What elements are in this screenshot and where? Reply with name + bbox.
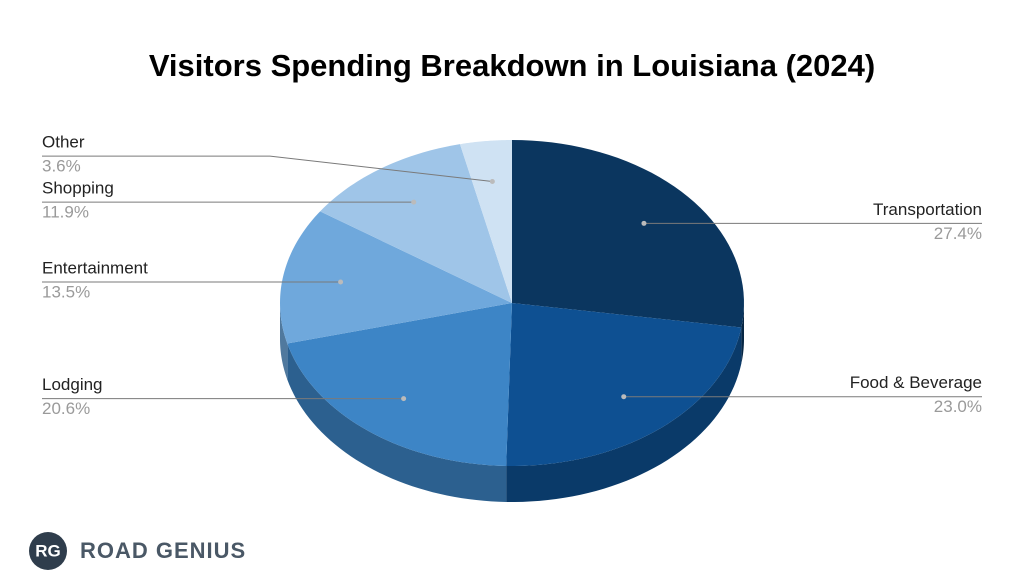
- slice-label: Transportation: [873, 200, 982, 219]
- slice: [280, 211, 512, 344]
- chart-title: Visitors Spending Breakdown in Louisiana…: [149, 48, 875, 83]
- slice-value-label: 13.5%: [42, 282, 90, 301]
- slice: [287, 303, 512, 466]
- slice-value-label: 11.9%: [42, 203, 89, 222]
- slice-label: Shopping: [42, 179, 114, 198]
- brand-name: ROAD GENIUS: [80, 538, 246, 563]
- brand-badge: RG: [35, 541, 61, 560]
- slice-label: Food & Beverage: [850, 373, 982, 392]
- leader-dot: [411, 199, 417, 205]
- slice-value-label: 27.4%: [934, 224, 982, 243]
- slice-value-label: 23.0%: [934, 397, 982, 416]
- brand-badge-circle: [29, 532, 67, 570]
- slice-value-label: 3.6%: [42, 157, 81, 176]
- slice-side: [280, 303, 288, 380]
- slice-side: [741, 303, 744, 364]
- slice-label: Entertainment: [42, 258, 148, 277]
- slice: [506, 303, 742, 466]
- slice: [320, 144, 512, 303]
- leader-dot: [338, 279, 344, 285]
- leader-dot: [621, 394, 627, 400]
- leader-line: [42, 155, 493, 183]
- slice-value-label: 20.6%: [42, 399, 90, 418]
- brand-logo: RG ROAD GENIUS: [29, 532, 246, 570]
- slice-side: [506, 327, 742, 502]
- slice-label: Other: [42, 133, 85, 152]
- slice-label: Lodging: [42, 375, 103, 394]
- leader-dot: [401, 396, 407, 402]
- slice: [459, 140, 512, 303]
- slice-side: [287, 343, 507, 502]
- leader-dot: [489, 179, 495, 185]
- slice: [512, 140, 744, 328]
- leader-dot: [641, 220, 647, 226]
